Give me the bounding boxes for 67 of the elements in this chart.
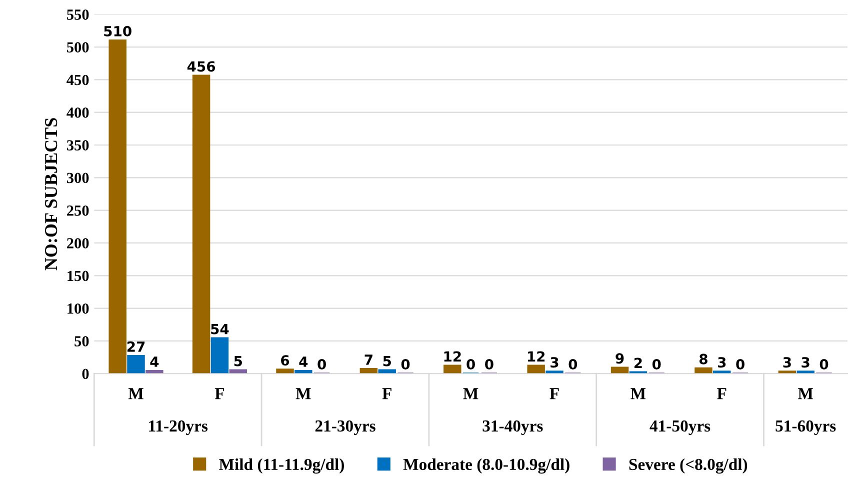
y-tick-label: 250 (67, 205, 89, 216)
data-label: 456 (187, 61, 216, 72)
data-label: 0 (401, 359, 410, 370)
data-label: 27 (127, 341, 145, 352)
data-label: 9 (616, 353, 624, 364)
data-label: 6 (281, 355, 290, 366)
data-label: 4 (150, 356, 159, 367)
bar (276, 368, 294, 374)
text: 51-60yrs (776, 420, 836, 436)
x-tick-label: F (214, 388, 224, 400)
y-tick-label: 550 (66, 10, 89, 20)
bar (127, 354, 145, 374)
legend-label: Mild (11-11.9g/dl) (219, 458, 344, 474)
text: 41-50yrs (650, 420, 710, 436)
bar (192, 74, 210, 374)
data-label: 12 (528, 351, 545, 362)
x-tick-label: M (463, 388, 478, 400)
bar (610, 366, 629, 374)
data-label: 0 (485, 359, 494, 370)
bar (694, 367, 712, 374)
x-tick-label: M (630, 388, 646, 400)
data-label: 7 (364, 354, 372, 365)
bar (210, 337, 229, 374)
data-label: 0 (820, 359, 828, 370)
bar (360, 368, 378, 374)
data-label: 0 (736, 359, 744, 370)
data-label: 510 (104, 26, 132, 36)
text: 11-20yrs (149, 420, 208, 436)
bar (444, 364, 462, 374)
y-tick-label: 350 (66, 140, 89, 150)
data-label: 0 (652, 359, 661, 370)
data-label: 54 (211, 324, 229, 334)
legend-label: Moderate (8.0-10.9g/dl) (403, 458, 570, 474)
y-tick-label: 100 (68, 303, 89, 314)
text: 31-40yrs (482, 420, 543, 436)
data-label: 8 (699, 354, 708, 364)
x-tick-label: M (128, 388, 144, 400)
data-label: 5 (383, 356, 391, 366)
y-tick-label: 50 (74, 336, 89, 346)
data-label: 3 (550, 357, 558, 368)
data-label: 5 (234, 356, 242, 366)
y-tick-label: 450 (66, 74, 89, 86)
data-label: 3 (802, 357, 810, 368)
data-label: 2 (634, 358, 642, 368)
bar (527, 364, 545, 374)
bar (108, 39, 126, 374)
text: 21-30yrs (315, 420, 376, 436)
y-tick-label: 200 (67, 238, 89, 248)
data-label: 0 (318, 359, 326, 370)
y-tick-label: 0 (82, 368, 89, 380)
data-label: 12 (444, 351, 461, 362)
data-label: 3 (783, 357, 791, 368)
y-tick-label: 500 (66, 42, 89, 52)
x-tick-label: M (798, 388, 813, 400)
y-tick-label: 400 (66, 107, 89, 118)
data-label: 4 (299, 356, 308, 367)
x-tick-label: F (717, 388, 726, 400)
legend-label: Severe (<8.0g/dl) (629, 458, 748, 474)
y-axis-title: NO:OF SUBJECTS (45, 118, 58, 270)
x-tick-label: M (296, 388, 311, 400)
x-tick-label: F (550, 388, 559, 400)
data-label: 0 (466, 359, 475, 370)
x-tick-label: F (382, 388, 392, 400)
y-tick-label: 150 (68, 270, 89, 282)
data-label: 0 (568, 359, 578, 370)
y-tick-label: 300 (66, 172, 89, 184)
data-label: 3 (718, 357, 726, 368)
